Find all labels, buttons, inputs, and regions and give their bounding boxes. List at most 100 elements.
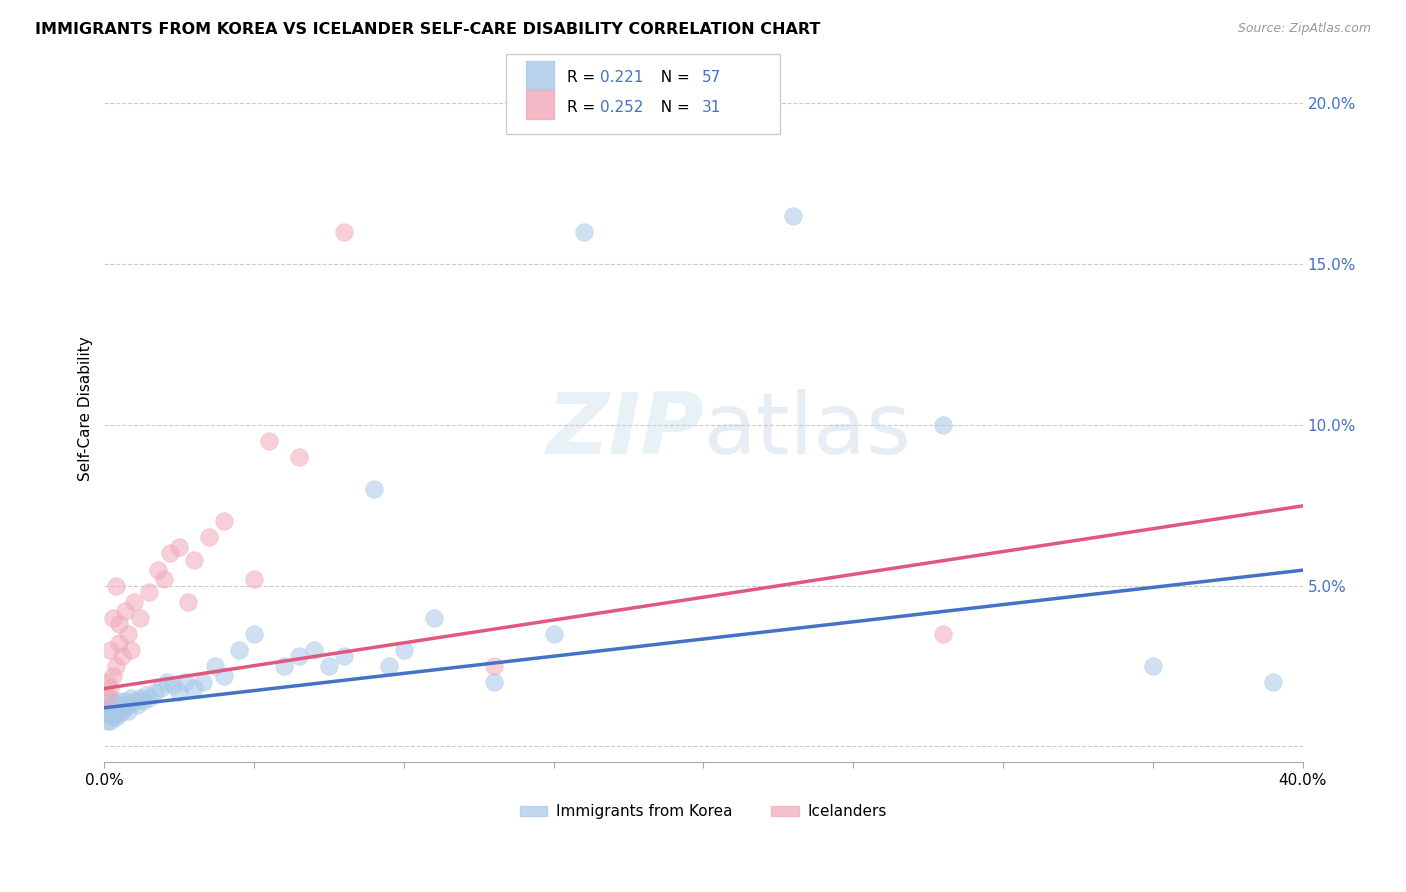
Point <box>108 694 131 708</box>
Point <box>162 678 184 692</box>
Point <box>100 691 122 706</box>
Point <box>132 694 155 708</box>
Point <box>105 704 128 718</box>
Text: R =: R = <box>567 100 600 114</box>
Point <box>363 482 385 496</box>
Point <box>129 691 152 706</box>
Legend: Immigrants from Korea, Icelanders: Immigrants from Korea, Icelanders <box>513 798 893 825</box>
Point <box>138 585 160 599</box>
Point <box>129 611 152 625</box>
Point <box>392 643 415 657</box>
Point <box>543 627 565 641</box>
Point <box>117 627 139 641</box>
Point <box>138 691 160 706</box>
Point <box>932 627 955 641</box>
Point <box>100 643 122 657</box>
Point <box>96 714 118 728</box>
Point <box>243 572 266 586</box>
Text: 0.221: 0.221 <box>600 70 644 85</box>
Point <box>156 675 179 690</box>
Point <box>103 611 125 625</box>
Point <box>228 643 250 657</box>
Point <box>103 710 125 724</box>
Point <box>124 595 146 609</box>
Point <box>288 649 311 664</box>
Point <box>108 617 131 632</box>
Point <box>150 681 173 696</box>
Point <box>333 649 356 664</box>
Point <box>124 694 146 708</box>
Point <box>96 675 118 690</box>
Point <box>174 675 197 690</box>
Point <box>105 698 128 712</box>
Text: N =: N = <box>651 70 695 85</box>
Point <box>111 649 134 664</box>
Point <box>114 604 136 618</box>
Point <box>103 700 125 714</box>
Point <box>572 225 595 239</box>
Point <box>273 659 295 673</box>
Point <box>212 668 235 682</box>
Point <box>183 553 205 567</box>
Point <box>183 681 205 696</box>
Point <box>243 627 266 641</box>
Point <box>148 562 170 576</box>
Point <box>100 707 122 722</box>
Text: ZIP: ZIP <box>546 389 703 472</box>
Point <box>204 659 226 673</box>
Point <box>96 691 118 706</box>
Point <box>120 691 142 706</box>
Point <box>169 684 191 698</box>
Point <box>177 595 200 609</box>
Point <box>143 684 166 698</box>
Point <box>96 700 118 714</box>
Point <box>120 643 142 657</box>
Point <box>105 710 128 724</box>
Point <box>108 707 131 722</box>
Y-axis label: Self-Care Disability: Self-Care Disability <box>79 336 93 481</box>
Point <box>117 704 139 718</box>
Point <box>114 694 136 708</box>
Text: 31: 31 <box>702 100 721 114</box>
Point <box>212 514 235 528</box>
Text: IMMIGRANTS FROM KOREA VS ICELANDER SELF-CARE DISABILITY CORRELATION CHART: IMMIGRANTS FROM KOREA VS ICELANDER SELF-… <box>35 22 821 37</box>
Point <box>100 714 122 728</box>
Point <box>482 659 505 673</box>
Text: atlas: atlas <box>703 389 911 472</box>
Point <box>333 225 356 239</box>
Point <box>103 694 125 708</box>
Point <box>198 530 221 544</box>
Text: Source: ZipAtlas.com: Source: ZipAtlas.com <box>1237 22 1371 36</box>
Point <box>114 700 136 714</box>
Point <box>108 636 131 650</box>
Point <box>169 540 191 554</box>
Point <box>103 668 125 682</box>
Point <box>159 546 181 560</box>
Point <box>111 704 134 718</box>
Point <box>423 611 446 625</box>
Point <box>105 579 128 593</box>
Point <box>482 675 505 690</box>
Point <box>1142 659 1164 673</box>
Point <box>378 659 401 673</box>
Point <box>302 643 325 657</box>
Point <box>100 681 122 696</box>
Text: 0.252: 0.252 <box>600 100 644 114</box>
Point <box>111 698 134 712</box>
Point <box>105 659 128 673</box>
Point <box>782 209 804 223</box>
Point <box>117 698 139 712</box>
Point <box>135 688 157 702</box>
Point <box>288 450 311 464</box>
Text: N =: N = <box>651 100 695 114</box>
Point <box>257 434 280 448</box>
Point <box>193 675 215 690</box>
Point <box>96 707 118 722</box>
Point <box>153 572 176 586</box>
Text: R =: R = <box>567 70 600 85</box>
Point <box>100 698 122 712</box>
Point <box>108 700 131 714</box>
Point <box>318 659 340 673</box>
Point <box>127 698 149 712</box>
Point <box>1261 675 1284 690</box>
